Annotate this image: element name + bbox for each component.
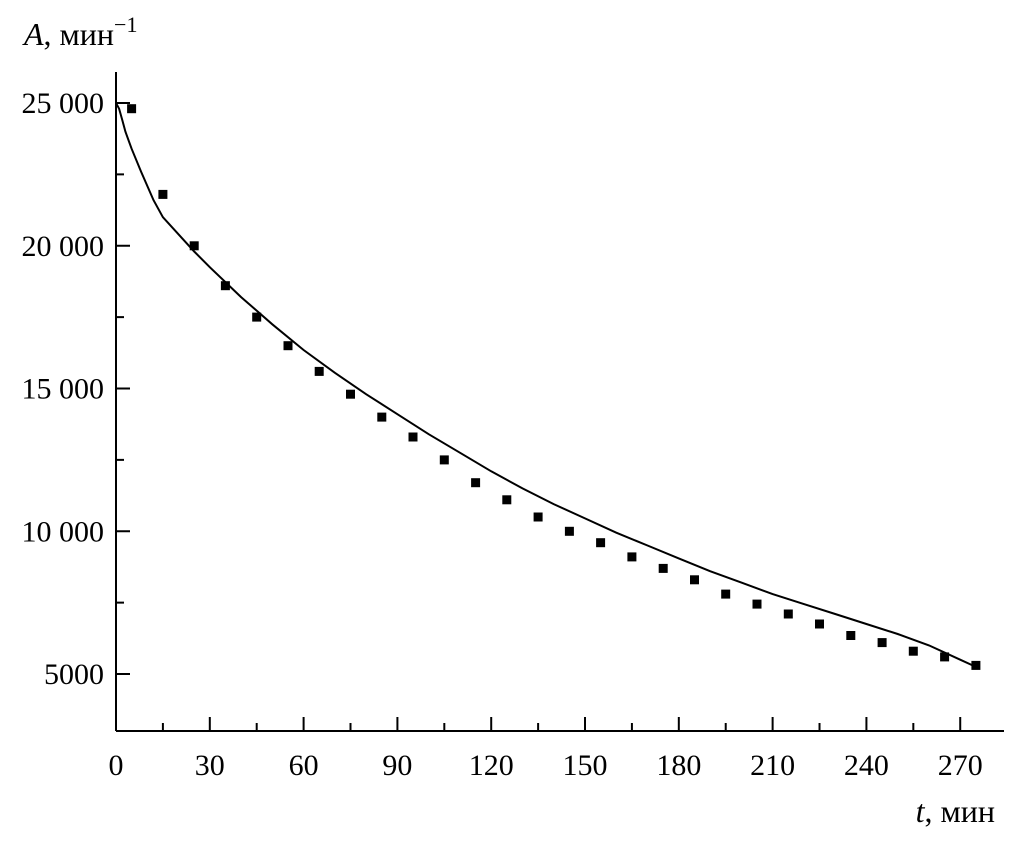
- data-point: [533, 512, 543, 522]
- tick-labels: 0 30 60 90 120 150 180 210 240 270 5000 10 000 15 00…: [22, 87, 983, 782]
- x-tick-label: 180: [656, 749, 701, 782]
- x-axis-title: t, мин: [916, 793, 995, 829]
- data-point: [502, 495, 512, 505]
- data-point: [439, 455, 449, 465]
- data-points: [127, 104, 981, 670]
- data-point: [158, 189, 168, 199]
- data-point: [596, 538, 606, 548]
- data-point: [408, 432, 418, 442]
- data-point: [377, 412, 387, 422]
- x-tick-label: 150: [563, 749, 608, 782]
- data-point: [346, 389, 355, 399]
- x-axis-variable: t: [916, 793, 926, 829]
- fit-curve: [115, 102, 977, 668]
- data-point: [252, 312, 262, 322]
- y-tick-label: 10 000: [22, 515, 105, 548]
- data-point: [627, 552, 637, 562]
- data-point: [908, 646, 918, 656]
- data-point: [471, 478, 481, 488]
- x-tick-label: 270: [938, 749, 983, 782]
- data-point: [815, 619, 824, 629]
- y-tick-label: 15 000: [22, 373, 105, 406]
- x-tick-label: 0: [109, 749, 124, 782]
- x-tick-label: 210: [750, 749, 795, 782]
- data-point: [564, 526, 574, 536]
- data-point: [127, 104, 137, 114]
- data-point: [877, 638, 887, 648]
- ticks: [115, 102, 962, 731]
- y-tick-label: 25 000: [22, 87, 105, 120]
- data-point: [846, 631, 856, 640]
- data-point: [658, 563, 668, 573]
- y-tick-label: 5000: [44, 658, 104, 691]
- data-point: [314, 366, 324, 376]
- data-point: [189, 241, 199, 251]
- data-point: [752, 599, 762, 609]
- data-point: [783, 609, 793, 619]
- data-point: [721, 589, 731, 599]
- x-axis-unit: , мин: [925, 793, 996, 829]
- data-point: [940, 652, 950, 662]
- data-point: [690, 575, 699, 585]
- data-point: [283, 341, 293, 351]
- y-axis-unit-exponent: −1: [114, 12, 137, 37]
- data-point: [971, 660, 981, 670]
- y-axis-variable: A: [22, 16, 44, 52]
- y-axis-title: A, мин−1: [22, 12, 137, 52]
- x-tick-label: 30: [195, 749, 225, 782]
- data-point: [220, 281, 230, 291]
- y-tick-label: 20 000: [22, 230, 105, 263]
- y-axis-unit: , мин: [44, 16, 115, 52]
- x-tick-label: 60: [289, 749, 319, 782]
- x-tick-label: 120: [469, 749, 514, 782]
- x-tick-label: 240: [844, 749, 889, 782]
- x-tick-label: 90: [382, 749, 412, 782]
